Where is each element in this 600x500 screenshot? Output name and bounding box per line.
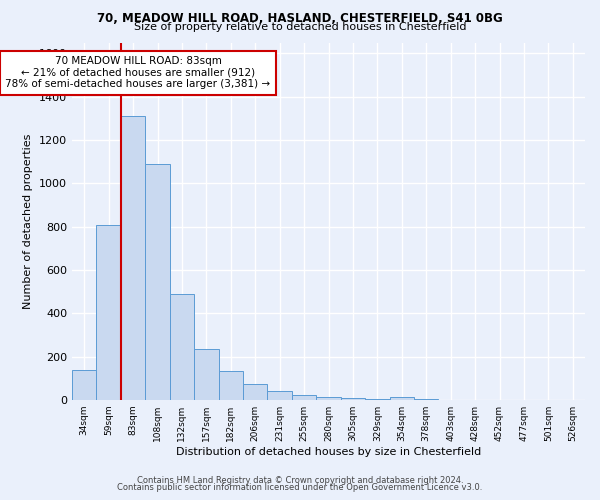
- Text: 70 MEADOW HILL ROAD: 83sqm
← 21% of detached houses are smaller (912)
78% of sem: 70 MEADOW HILL ROAD: 83sqm ← 21% of deta…: [5, 56, 271, 90]
- Bar: [243, 384, 268, 400]
- Text: 70, MEADOW HILL ROAD, HASLAND, CHESTERFIELD, S41 0BG: 70, MEADOW HILL ROAD, HASLAND, CHESTERFI…: [97, 12, 503, 26]
- Y-axis label: Number of detached properties: Number of detached properties: [23, 134, 34, 309]
- Bar: [145, 164, 170, 400]
- Bar: [341, 398, 365, 400]
- Bar: [170, 294, 194, 400]
- Text: Contains public sector information licensed under the Open Government Licence v3: Contains public sector information licen…: [118, 484, 482, 492]
- Bar: [97, 224, 121, 400]
- Bar: [194, 349, 218, 400]
- Bar: [121, 116, 145, 400]
- Bar: [389, 398, 414, 400]
- X-axis label: Distribution of detached houses by size in Chesterfield: Distribution of detached houses by size …: [176, 447, 481, 457]
- Text: Size of property relative to detached houses in Chesterfield: Size of property relative to detached ho…: [134, 22, 466, 32]
- Text: Contains HM Land Registry data © Crown copyright and database right 2024.: Contains HM Land Registry data © Crown c…: [137, 476, 463, 485]
- Bar: [218, 371, 243, 400]
- Bar: [268, 392, 292, 400]
- Bar: [365, 399, 389, 400]
- Bar: [72, 370, 97, 400]
- Bar: [292, 395, 316, 400]
- Bar: [316, 397, 341, 400]
